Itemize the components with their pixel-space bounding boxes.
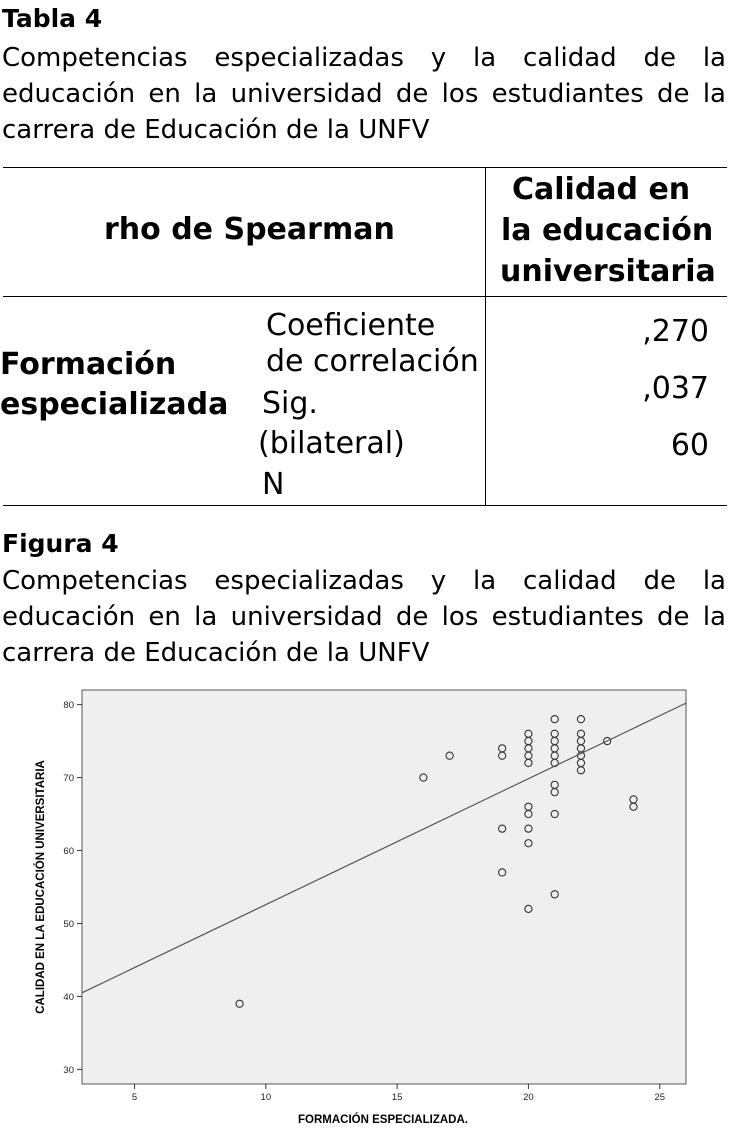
y-tick-label: 80 <box>63 700 74 711</box>
data-point <box>498 751 507 760</box>
data-point <box>576 766 586 775</box>
x-tick-label: 5 <box>132 1092 137 1103</box>
x-tick-label: 10 <box>261 1092 272 1103</box>
data-point <box>524 839 533 848</box>
data-point <box>524 758 533 768</box>
data-point <box>524 824 533 833</box>
x-tick-label: 25 <box>654 1092 665 1103</box>
data-point <box>419 773 428 782</box>
data-point <box>576 715 586 724</box>
data-point <box>550 809 559 819</box>
y-tick-label: 40 <box>63 992 74 1003</box>
data-point <box>445 751 454 760</box>
y-tick-label: 30 <box>63 1065 74 1076</box>
row-label-line1: Formación <box>0 347 177 382</box>
data-point <box>603 736 612 746</box>
value-coefficient: ,270 <box>642 314 709 349</box>
table-top-rule <box>3 167 727 168</box>
table-label: Tabla 4 <box>2 4 103 33</box>
table-header-variable-line1: Calidad en <box>512 172 691 207</box>
table-header-method: rho de Spearman <box>104 212 395 247</box>
data-point <box>235 999 244 1008</box>
stat-label-sig-line2: (bilateral) <box>258 426 405 461</box>
x-tick-label: 15 <box>392 1092 403 1103</box>
data-point <box>629 802 638 811</box>
table-header-variable-line3: universitaria <box>500 254 716 289</box>
data-point <box>550 787 559 797</box>
data-point <box>550 715 559 724</box>
data-point <box>498 824 507 833</box>
x-tick-label: 20 <box>523 1092 534 1103</box>
stat-label-coef-line1: Coeficiente <box>266 308 436 343</box>
y-tick-label: 70 <box>63 773 74 784</box>
stat-label-coef-line2: de correlación <box>266 344 479 379</box>
table-header-variable-line2: la educación <box>501 213 714 248</box>
data-point <box>550 890 559 899</box>
y-tick-label: 50 <box>63 919 74 930</box>
stat-label-sig-line1: Sig. <box>262 386 318 421</box>
row-label-line2: especializada <box>0 387 229 422</box>
data-point <box>498 868 507 877</box>
figure-caption: Competencias especializadas y la calidad… <box>2 566 726 668</box>
x-axis-label: FORMACIÓN ESPECIALIZADA. <box>298 1113 468 1126</box>
table-caption: Competencias especializadas y la calidad… <box>2 43 726 145</box>
figure-label: Figura 4 <box>2 529 119 558</box>
table-column-divider <box>485 168 486 505</box>
value-significance: ,037 <box>642 371 709 406</box>
y-axis-label: CALIDAD EN LA EDUCACIÓN UNIVERSITARIA <box>34 760 47 1014</box>
fit-line <box>82 702 686 994</box>
data-point <box>524 904 533 914</box>
data-point <box>524 809 533 819</box>
value-n: 60 <box>670 428 709 463</box>
plot-area <box>81 689 687 1085</box>
scatter-chart: 5 10 15 20 25 30 40 50 60 70 80 CALIDAD EN LA EDUC… <box>0 684 737 1133</box>
table-header-rule <box>3 296 727 297</box>
scatter-plot-svg: 5 10 15 20 25 30 40 50 60 70 80 CALIDAD EN LA EDUC… <box>34 689 687 1126</box>
y-tick-label: 60 <box>63 846 74 857</box>
table-bottom-rule <box>3 505 727 506</box>
stat-label-n: N <box>262 467 285 502</box>
